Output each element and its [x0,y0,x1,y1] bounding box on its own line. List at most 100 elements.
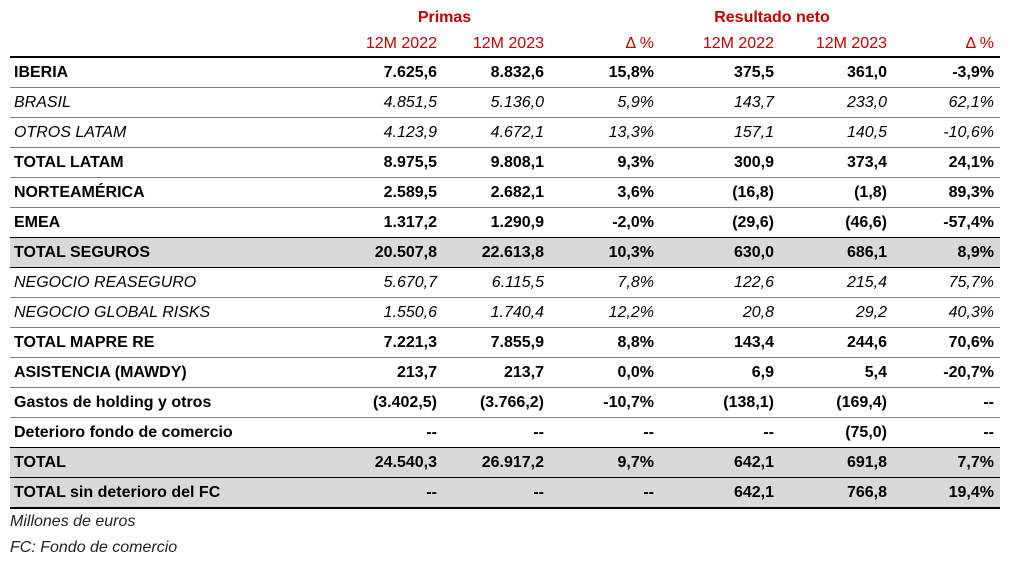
cell: 75,7% [893,267,1000,298]
cell: -2,0% [550,207,660,238]
cell: (46,6) [780,207,893,238]
table-body: IBERIA 7.625,6 8.832,6 15,8% 375,5 361,0 -3,9%… [10,56,1000,509]
cell: 143,4 [660,327,780,358]
table-row: OTROS LATAM 4.123,9 4.672,1 13,3% 157,1 140,5… [10,117,1000,148]
cell: 8.832,6 [443,56,550,88]
cell: 4.123,9 [345,117,443,148]
cell: 122,6 [660,267,780,298]
cell: (3.402,5) [345,387,443,418]
cell: -10,7% [550,387,660,418]
row-label: NEGOCIO REASEGURO [10,267,345,298]
cell: (169,4) [780,387,893,418]
cell: 5,9% [550,87,660,118]
cell: 2.682,1 [443,177,550,208]
row-label: EMEA [10,207,345,238]
cell: 10,3% [550,237,660,268]
cell: 20,8 [660,297,780,328]
cell: (138,1) [660,387,780,418]
column-header: 12M 2023 [472,35,544,52]
cell: -57,4% [893,207,1000,238]
cell: 4.672,1 [443,117,550,148]
cell: 373,4 [780,147,893,178]
cell: 8,8% [550,327,660,358]
column-header: 12M 2023 [815,35,887,52]
row-label: BRASIL [10,87,345,118]
table-row: NORTEAMÉRICA 2.589,5 2.682,1 3,6% (16,8) (1,8… [10,177,1000,208]
cell: 2.589,5 [345,177,443,208]
group-header: Primas [417,9,472,26]
cell: 213,7 [443,357,550,388]
cell: -- [345,477,443,509]
cell: 686,1 [780,237,893,268]
cell: 157,1 [660,117,780,148]
cell: 766,8 [780,477,893,509]
column-header-row: 12M 2022 12M 2023 Δ % 12M 2022 12M 2023 Δ % [10,32,1000,57]
cell: 3,6% [550,177,660,208]
cell: 143,7 [660,87,780,118]
cell: (29,6) [660,207,780,238]
cell: 213,7 [345,357,443,388]
cell: -- [893,387,1000,418]
cell: -- [443,477,550,509]
cell: 5.670,7 [345,267,443,298]
table-row: Gastos de holding y otros (3.402,5) (3.766… [10,387,1000,418]
table-row: TOTAL LATAM 8.975,5 9.808,1 9,3% 300,9 373,4 2… [10,147,1000,178]
cell: 20.507,8 [345,237,443,268]
table-row: TOTAL 24.540,3 26.917,2 9,7% 642,1 691,8 7,7% [10,447,1000,478]
cell: 691,8 [780,447,893,478]
group-header-row: Primas Resultado neto [10,4,1000,32]
cell: 6,9 [660,357,780,388]
row-label: TOTAL SEGUROS [10,237,345,268]
column-header: Δ % [625,35,654,52]
cell: 70,6% [893,327,1000,358]
cell: 26.917,2 [443,447,550,478]
cell: -- [660,417,780,448]
cell: 9.808,1 [443,147,550,178]
cell: 1.550,6 [345,297,443,328]
row-label: NORTEAMÉRICA [10,177,345,208]
column-header: 12M 2022 [702,35,774,52]
row-label: Gastos de holding y otros [10,387,345,418]
cell: 140,5 [780,117,893,148]
cell: 6.115,5 [443,267,550,298]
cell: 1.290,9 [443,207,550,238]
row-label: TOTAL [10,447,345,478]
table-row: TOTAL sin deterioro del FC -- -- -- 642,1 766… [10,477,1000,509]
results-table: Primas Resultado neto 12M 2022 12M 2023 Δ … [10,4,1000,509]
cell: 5.136,0 [443,87,550,118]
row-label: OTROS LATAM [10,117,345,148]
cell: 1.740,4 [443,297,550,328]
cell: -- [893,417,1000,448]
cell: 7,7% [893,447,1000,478]
cell: -- [443,417,550,448]
row-label: Deterioro fondo de comercio [10,417,345,448]
cell: (16,8) [660,177,780,208]
row-label: ASISTENCIA (MAWDY) [10,357,345,388]
cell: 7.221,3 [345,327,443,358]
cell: 24.540,3 [345,447,443,478]
column-header: 12M 2022 [365,35,437,52]
cell: 300,9 [660,147,780,178]
cell: (3.766,2) [443,387,550,418]
cell: 233,0 [780,87,893,118]
cell: 8,9% [893,237,1000,268]
cell: -- [345,417,443,448]
cell: 7.625,6 [345,56,443,88]
table-row: TOTAL MAPRE RE 7.221,3 7.855,9 8,8% 143,4 244… [10,327,1000,358]
table-row: ASISTENCIA (MAWDY) 213,7 213,7 0,0% 6,9 5,4 -2… [10,357,1000,388]
table-row: NEGOCIO REASEGURO 5.670,7 6.115,5 7,8% 122,6… [10,267,1000,298]
group-header: Resultado neto [714,9,830,26]
cell: 0,0% [550,357,660,388]
table-row: IBERIA 7.625,6 8.832,6 15,8% 375,5 361,0 -3,9% [10,56,1000,88]
cell: 4.851,5 [345,87,443,118]
cell: (1,8) [780,177,893,208]
cell: 8.975,5 [345,147,443,178]
footnote: FC: Fondo de comercio [10,539,178,556]
cell: 62,1% [893,87,1000,118]
row-label: TOTAL sin deterioro del FC [10,477,345,509]
cell: 89,3% [893,177,1000,208]
table-row: EMEA 1.317,2 1.290,9 -2,0% (29,6) (46,6) -57,4… [10,207,1000,238]
cell: -- [550,417,660,448]
cell: -- [550,477,660,509]
